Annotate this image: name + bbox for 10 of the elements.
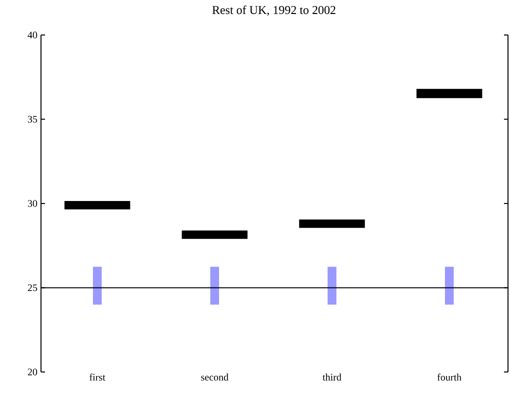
x-tick-label: first	[90, 374, 106, 381]
y-tick-label: 30	[28, 200, 38, 207]
chart-title: Rest of UK, 1992 to 2002	[212, 6, 336, 16]
y-tick-label: 25	[28, 284, 38, 292]
y-tick-label: 20	[28, 368, 38, 376]
x-tick-label: second	[201, 374, 228, 381]
y-tick-label: 35	[28, 116, 38, 123]
x-tick-label: third	[322, 374, 342, 381]
y-tick-label: 40	[28, 32, 38, 38]
x-tick-label: fourth	[437, 374, 462, 381]
